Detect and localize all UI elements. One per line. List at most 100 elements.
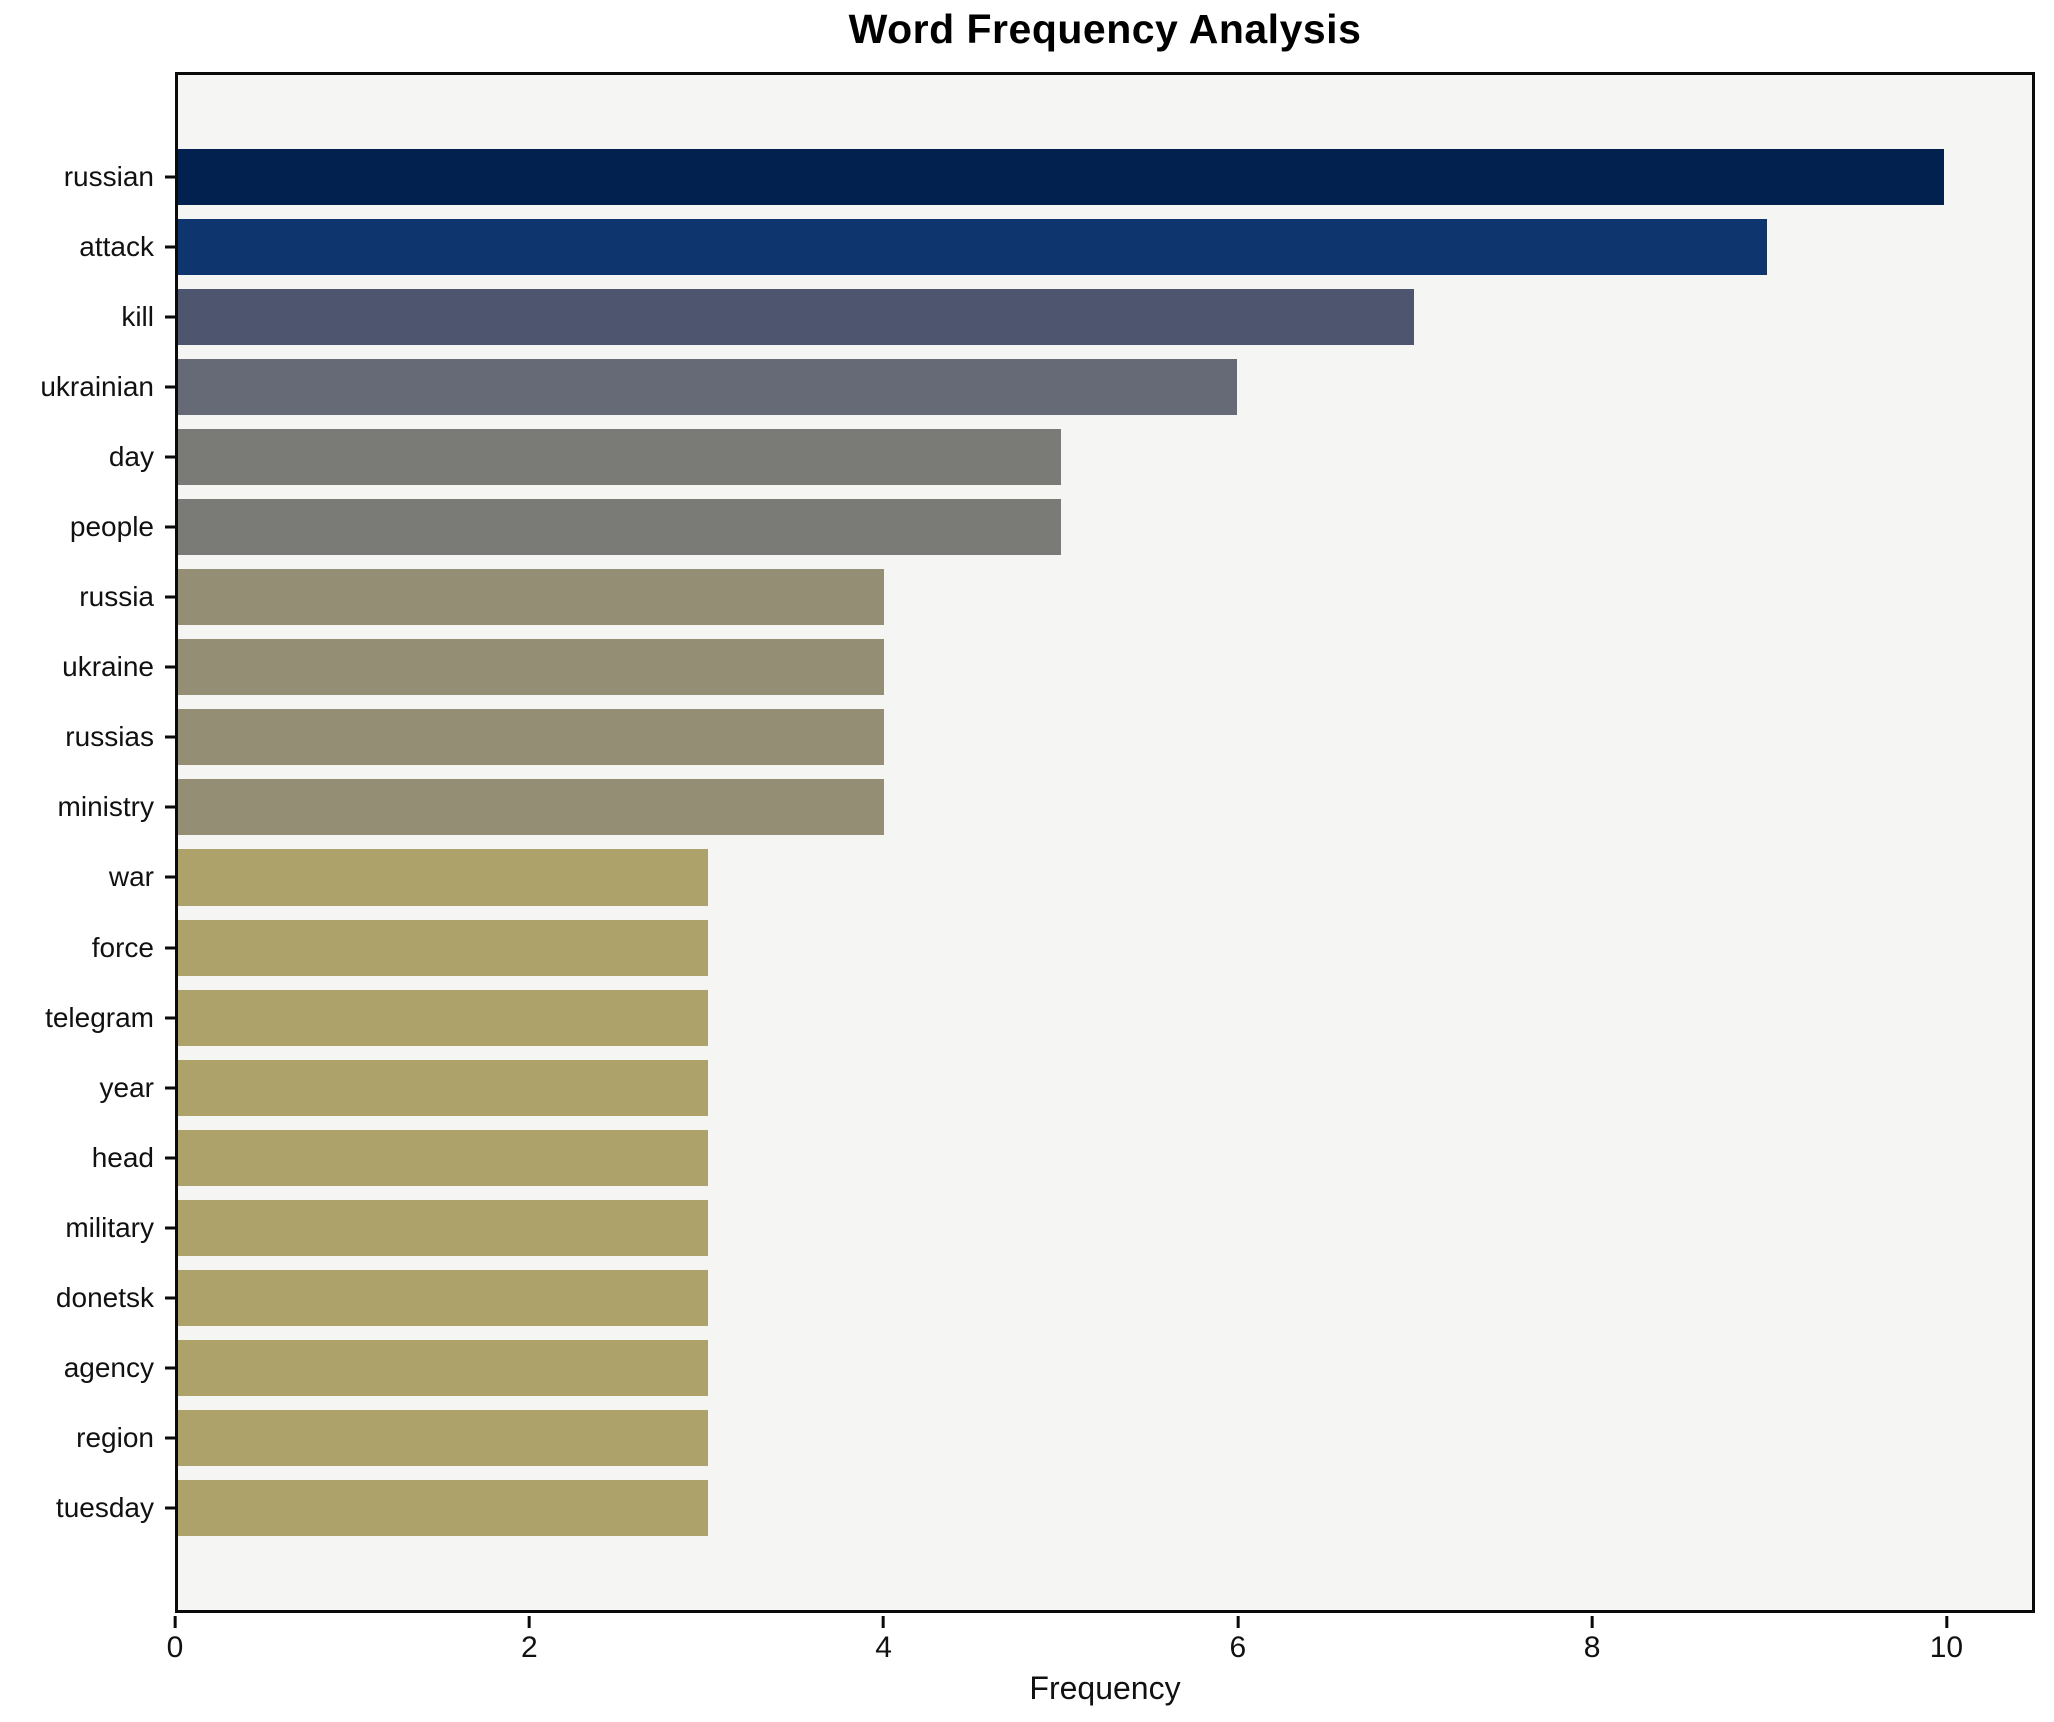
y-tick-label: people	[69, 511, 154, 543]
y-tick-label: russian	[63, 161, 154, 193]
bar-row: telegram	[45, 983, 2032, 1053]
bar	[178, 919, 708, 976]
bar-row: head	[92, 1123, 2032, 1193]
y-tick-mark	[165, 1156, 175, 1160]
bar	[178, 149, 1944, 206]
y-tick-label: head	[91, 1141, 154, 1173]
bar-row: war	[109, 842, 2032, 912]
x-tick: 10	[1930, 1616, 1963, 1665]
x-tick-label: 2	[520, 1631, 538, 1664]
y-tick-mark	[165, 665, 175, 669]
y-tick-label: day	[108, 441, 154, 473]
bar	[178, 709, 885, 766]
bar	[178, 989, 708, 1046]
bar-row: attack	[79, 212, 2032, 282]
bar-row: force	[92, 913, 2032, 983]
bar-row: kill	[121, 282, 2032, 352]
y-tick-label: russias	[65, 721, 154, 753]
bar-row: donetsk	[56, 1263, 2032, 1333]
y-tick-label: donetsk	[55, 1281, 154, 1313]
bar	[178, 639, 885, 696]
x-tick: 4	[875, 1616, 892, 1665]
y-tick-mark	[165, 245, 175, 249]
bar	[178, 289, 1414, 346]
bars-container: russian attack kill ukrainian day people russi…	[40, 75, 2032, 1610]
bar	[178, 429, 1061, 486]
bar	[178, 499, 1061, 556]
y-tick-label: telegram	[45, 1001, 154, 1033]
y-tick-label: war	[108, 861, 154, 893]
y-tick-mark	[165, 1436, 175, 1440]
bar	[178, 779, 885, 836]
y-tick-mark	[165, 315, 175, 319]
bar	[178, 1479, 708, 1536]
y-tick-label: ukraine	[62, 651, 154, 683]
bar-row: year	[100, 1053, 2032, 1123]
y-tick-mark	[165, 1226, 175, 1230]
bar-row: ministry	[58, 772, 2032, 842]
y-tick-mark	[165, 1016, 175, 1020]
bar	[178, 219, 1768, 276]
y-tick-mark	[165, 455, 175, 459]
x-tick: 8	[1583, 1616, 1601, 1665]
bar-row: people	[70, 492, 2032, 562]
bar-row: russian	[64, 142, 2032, 212]
bar	[178, 1199, 708, 1256]
bar-row: tuesday	[56, 1473, 2032, 1543]
y-tick-label: military	[65, 1211, 154, 1243]
x-tick-mark	[1590, 1616, 1594, 1628]
bar	[178, 1339, 708, 1396]
y-tick-mark	[165, 735, 175, 739]
bar-row: agency	[64, 1333, 2032, 1403]
y-tick-label: agency	[63, 1351, 154, 1383]
bar-row: ukrainian	[40, 352, 2032, 422]
bar	[178, 569, 885, 626]
bar-row: russias	[65, 702, 2032, 772]
bar	[178, 1059, 708, 1116]
bar	[178, 1409, 708, 1466]
chart-title: Word Frequency Analysis	[848, 6, 1362, 52]
y-tick-mark	[165, 1296, 175, 1300]
y-tick-label: ukrainian	[40, 371, 154, 403]
y-tick-mark	[165, 595, 175, 599]
y-tick-mark	[165, 525, 175, 529]
y-tick-label: region	[76, 1421, 154, 1453]
bar	[178, 1269, 708, 1326]
y-tick-mark	[165, 175, 175, 179]
x-tick: 2	[521, 1616, 538, 1665]
bar	[178, 1129, 708, 1186]
x-tick-mark	[1944, 1616, 1948, 1628]
y-tick-mark	[165, 805, 175, 809]
y-tick-label: force	[91, 931, 154, 963]
x-axis-label: Frequency	[1029, 1670, 1181, 1706]
y-tick-mark	[165, 946, 175, 950]
x-tick-label: 10	[1929, 1631, 1964, 1664]
y-tick-mark	[165, 1366, 175, 1370]
plot-area: russian attack kill ukrainian day people russi…	[40, 72, 2035, 1613]
bar-row: russia	[79, 562, 2032, 632]
bar-row: military	[65, 1193, 2032, 1263]
bar-row: day	[109, 422, 2032, 492]
y-tick-label: kill	[121, 301, 154, 333]
y-tick-mark	[165, 1506, 175, 1510]
x-tick-mark	[882, 1616, 886, 1628]
x-tick-mark	[1236, 1616, 1240, 1628]
x-tick: 6	[1229, 1616, 1247, 1665]
y-tick-label: year	[99, 1071, 154, 1103]
x-tick: 0	[166, 1616, 184, 1665]
x-tick-label: 0	[166, 1631, 184, 1664]
x-tick-mark	[173, 1616, 177, 1628]
x-tick-label: 8	[1583, 1631, 1601, 1664]
y-tick-label: ministry	[57, 791, 154, 823]
y-tick-label: russia	[79, 581, 154, 613]
x-axis: 0 2 4 6 8 10	[167, 1616, 2035, 1672]
bar	[178, 359, 1238, 416]
bar	[178, 849, 708, 906]
x-tick-label: 6	[1229, 1631, 1247, 1664]
y-tick-label: attack	[79, 231, 154, 263]
x-tick-label: 4	[875, 1631, 892, 1664]
y-tick-label: tuesday	[55, 1491, 154, 1523]
y-tick-mark	[165, 875, 175, 879]
x-tick-mark	[527, 1616, 531, 1628]
